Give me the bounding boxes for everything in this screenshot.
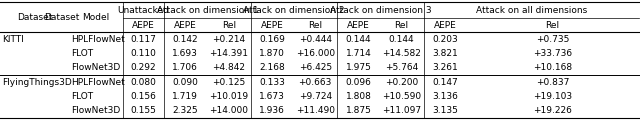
Text: +11.490: +11.490 [296,106,335,115]
Text: 0.155: 0.155 [131,106,156,115]
Text: AEPE: AEPE [433,21,456,30]
Text: Unattacked: Unattacked [118,6,169,15]
Text: +9.724: +9.724 [299,92,332,101]
Text: AEPE: AEPE [132,21,155,30]
Text: 1.975: 1.975 [346,63,371,72]
Text: +19.103: +19.103 [533,92,572,101]
Text: Attack on dimension 1: Attack on dimension 1 [157,6,258,15]
Text: +10.019: +10.019 [209,92,248,101]
Text: 0.142: 0.142 [172,35,198,44]
Text: +14.582: +14.582 [382,49,421,58]
Text: 1.936: 1.936 [259,106,285,115]
Text: Rel: Rel [545,21,560,30]
Text: 1.693: 1.693 [172,49,198,58]
Text: 3.261: 3.261 [432,63,458,72]
Text: FLOT: FLOT [71,92,93,101]
Text: Attack on dimension 2: Attack on dimension 2 [243,6,345,15]
Text: 2.325: 2.325 [172,106,198,115]
Text: +10.590: +10.590 [382,92,421,101]
Text: 1.808: 1.808 [346,92,371,101]
Text: 0.144: 0.144 [346,35,371,44]
Text: +0.444: +0.444 [299,35,332,44]
Text: +5.764: +5.764 [385,63,418,72]
Text: FLOT: FLOT [71,49,93,58]
Text: +14.000: +14.000 [209,106,248,115]
Text: +10.168: +10.168 [533,63,572,72]
Text: +11.097: +11.097 [382,106,421,115]
Text: Rel: Rel [308,21,323,30]
Text: 0.133: 0.133 [259,78,285,87]
Text: FlowNet3D: FlowNet3D [71,63,120,72]
Text: AEPE: AEPE [347,21,370,30]
Text: +0.663: +0.663 [298,78,332,87]
Text: AEPE: AEPE [260,21,284,30]
Text: +16.000: +16.000 [296,49,335,58]
Text: 0.110: 0.110 [131,49,156,58]
Text: 0.203: 0.203 [432,35,458,44]
Text: 0.090: 0.090 [172,78,198,87]
Text: 0.117: 0.117 [131,35,156,44]
Text: 3.136: 3.136 [432,92,458,101]
Text: Dataset: Dataset [44,13,79,22]
Text: Rel: Rel [221,21,236,30]
Text: 0.156: 0.156 [131,92,156,101]
Text: 3.135: 3.135 [432,106,458,115]
Text: +0.125: +0.125 [212,78,245,87]
Text: +19.226: +19.226 [533,106,572,115]
Text: 3.821: 3.821 [432,49,458,58]
Text: Dataset: Dataset [17,13,52,22]
Text: +4.842: +4.842 [212,63,245,72]
Text: +6.425: +6.425 [299,63,332,72]
Text: 1.719: 1.719 [172,92,198,101]
Text: AEPE: AEPE [174,21,196,30]
Text: FlowNet3D: FlowNet3D [71,106,120,115]
Text: 0.144: 0.144 [388,35,415,44]
Text: KITTI: KITTI [2,35,24,44]
Text: Attack on all dimensions: Attack on all dimensions [476,6,587,15]
Text: +33.736: +33.736 [533,49,572,58]
Text: 0.147: 0.147 [432,78,458,87]
Text: 0.096: 0.096 [346,78,371,87]
Text: Rel: Rel [394,21,409,30]
Text: +0.837: +0.837 [536,78,570,87]
Text: 1.673: 1.673 [259,92,285,101]
Text: FlyingThings3D: FlyingThings3D [2,78,72,87]
Text: HPLFlowNet: HPLFlowNet [71,35,125,44]
Text: 1.714: 1.714 [346,49,371,58]
Text: +0.200: +0.200 [385,78,418,87]
Text: Attack on dimension 3: Attack on dimension 3 [330,6,431,15]
Text: +14.391: +14.391 [209,49,248,58]
Text: Model: Model [83,13,109,22]
Text: 0.292: 0.292 [131,63,156,72]
Text: 2.168: 2.168 [259,63,285,72]
Text: +0.735: +0.735 [536,35,570,44]
Text: 1.706: 1.706 [172,63,198,72]
Text: HPLFlowNet: HPLFlowNet [71,78,125,87]
Text: 0.080: 0.080 [131,78,156,87]
Text: 0.169: 0.169 [259,35,285,44]
Text: 1.870: 1.870 [259,49,285,58]
Text: +0.214: +0.214 [212,35,245,44]
Text: 1.875: 1.875 [346,106,371,115]
